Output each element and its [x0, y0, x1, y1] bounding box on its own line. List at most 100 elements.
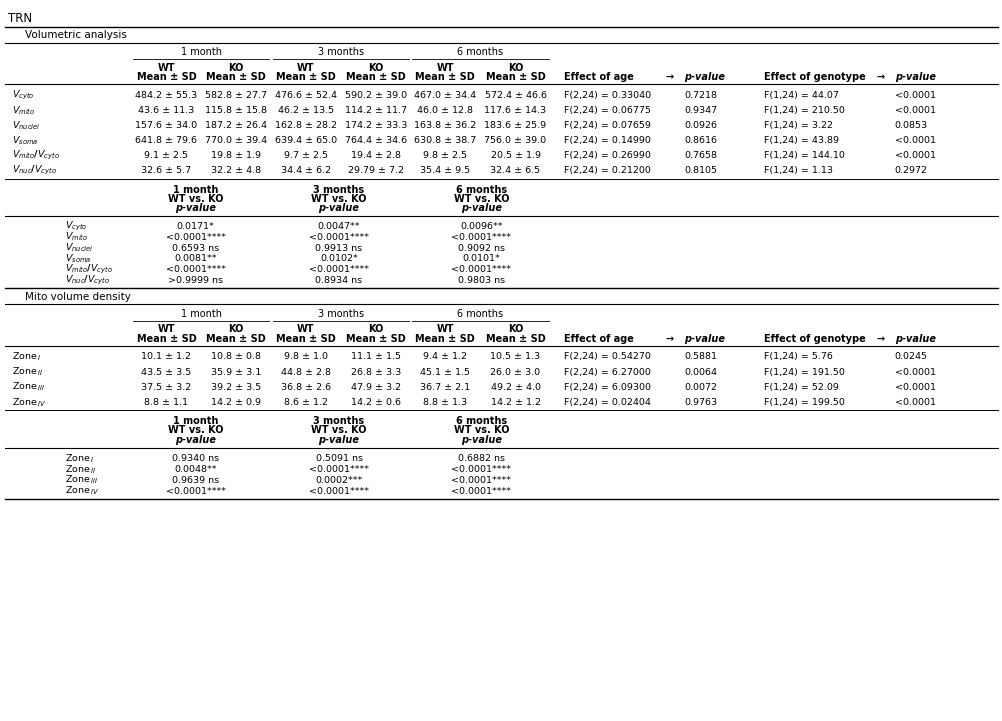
Text: F(1,24) = 43.89: F(1,24) = 43.89 [764, 136, 839, 145]
Text: 34.4 ± 6.2: 34.4 ± 6.2 [281, 167, 331, 175]
Text: Mean ± SD: Mean ± SD [346, 334, 406, 344]
Text: 35.4 ± 9.5: 35.4 ± 9.5 [420, 167, 470, 175]
Text: F(2,24) = 6.09300: F(2,24) = 6.09300 [563, 383, 650, 392]
Text: F(2,24) = 0.02404: F(2,24) = 0.02404 [563, 398, 650, 407]
Text: 44.8 ± 2.8: 44.8 ± 2.8 [281, 368, 331, 376]
Text: KO: KO [368, 63, 384, 73]
Text: $\mathbf{\mathit{V}}_{\mathbf{\mathit{soma}}}$: $\mathbf{\mathit{V}}_{\mathbf{\mathit{so… [65, 252, 91, 265]
Text: Mean ± SD: Mean ± SD [205, 334, 266, 344]
Text: WT: WT [157, 63, 175, 73]
Text: WT: WT [436, 63, 454, 73]
Text: 3 months: 3 months [318, 309, 364, 319]
Text: KO: KO [368, 324, 384, 335]
Text: <0.0001: <0.0001 [894, 383, 935, 392]
Text: <0.0001: <0.0001 [894, 398, 935, 407]
Text: $\mathbf{\mathit{V}}_{\mathbf{\mathit{mito}}}\mathbf{/}\mathbf{\mathit{V}}_{\mat: $\mathbf{\mathit{V}}_{\mathbf{\mathit{mi… [12, 149, 60, 162]
Text: Mean ± SD: Mean ± SD [136, 72, 196, 82]
Text: 0.2972: 0.2972 [894, 167, 927, 175]
Text: 0.7218: 0.7218 [683, 91, 716, 99]
Text: Zone$_{\,II}$: Zone$_{\,II}$ [12, 366, 43, 379]
Text: WT vs. KO: WT vs. KO [453, 425, 509, 435]
Text: F(2,24) = 0.33040: F(2,24) = 0.33040 [563, 91, 650, 99]
Text: 476.6 ± 52.4: 476.6 ± 52.4 [275, 91, 337, 99]
Text: <0.0001****: <0.0001**** [451, 233, 511, 242]
Text: $\mathbf{\mathit{V}}_{\mathbf{\mathit{cyto}}}$: $\mathbf{\mathit{V}}_{\mathbf{\mathit{cy… [65, 220, 87, 233]
Text: 45.1 ± 1.5: 45.1 ± 1.5 [420, 368, 470, 376]
Text: 0.0072: 0.0072 [683, 383, 716, 392]
Text: 14.2 ± 0.6: 14.2 ± 0.6 [351, 398, 401, 407]
Text: 163.8 ± 36.2: 163.8 ± 36.2 [414, 121, 476, 130]
Text: 0.8934 ns: 0.8934 ns [316, 276, 362, 285]
Text: 0.0101*: 0.0101* [462, 255, 500, 263]
Text: F(2,24) = 0.54270: F(2,24) = 0.54270 [563, 353, 650, 361]
Text: Mean ± SD: Mean ± SD [415, 334, 475, 344]
Text: WT: WT [436, 324, 454, 335]
Text: F(1,24) = 1.13: F(1,24) = 1.13 [764, 167, 833, 175]
Text: KO: KO [227, 324, 243, 335]
Text: $\mathbf{\mathit{V}}_{\mathbf{\mathit{cyto}}}$: $\mathbf{\mathit{V}}_{\mathbf{\mathit{cy… [12, 89, 34, 102]
Text: 1 month: 1 month [180, 47, 221, 57]
Text: 9.4 ± 1.2: 9.4 ± 1.2 [423, 353, 467, 361]
Text: Mean ± SD: Mean ± SD [136, 334, 196, 344]
Text: <0.0001****: <0.0001**** [451, 265, 511, 274]
Text: 0.0853: 0.0853 [894, 121, 927, 130]
Text: 6 months: 6 months [457, 47, 503, 57]
Text: <0.0001: <0.0001 [894, 106, 935, 115]
Text: WT vs. KO: WT vs. KO [167, 425, 223, 435]
Text: Zone$_{\,III}$: Zone$_{\,III}$ [65, 474, 98, 487]
Text: <0.0001: <0.0001 [894, 136, 935, 145]
Text: 37.5 ± 3.2: 37.5 ± 3.2 [141, 383, 191, 392]
Text: <0.0001: <0.0001 [894, 151, 935, 160]
Text: 6 months: 6 months [456, 416, 506, 426]
Text: 9.1 ± 2.5: 9.1 ± 2.5 [144, 151, 188, 160]
Text: <0.0001****: <0.0001**** [165, 487, 225, 495]
Text: 0.8105: 0.8105 [683, 167, 716, 175]
Text: Mean ± SD: Mean ± SD [205, 72, 266, 82]
Text: 0.0047**: 0.0047** [318, 222, 360, 231]
Text: $\mathbf{\mathit{V}}_{\mathbf{\mathit{nuclei}}}$: $\mathbf{\mathit{V}}_{\mathbf{\mathit{nu… [12, 119, 40, 132]
Text: →: → [665, 72, 673, 82]
Text: 0.9340 ns: 0.9340 ns [172, 454, 218, 463]
Text: 19.4 ± 2.8: 19.4 ± 2.8 [351, 151, 401, 160]
Text: 1 month: 1 month [172, 416, 218, 426]
Text: F(2,24) = 0.07659: F(2,24) = 0.07659 [563, 121, 650, 130]
Text: Volumetric analysis: Volumetric analysis [25, 30, 127, 40]
Text: WT: WT [297, 324, 315, 335]
Text: 47.9 ± 3.2: 47.9 ± 3.2 [351, 383, 401, 392]
Text: 3 months: 3 months [314, 416, 364, 426]
Text: 19.8 ± 1.9: 19.8 ± 1.9 [210, 151, 261, 160]
Text: 641.8 ± 79.6: 641.8 ± 79.6 [135, 136, 197, 145]
Text: WT: WT [297, 63, 315, 73]
Text: p-value: p-value [683, 334, 724, 344]
Text: 157.6 ± 34.0: 157.6 ± 34.0 [135, 121, 197, 130]
Text: p-value: p-value [683, 72, 724, 82]
Text: Mean ± SD: Mean ± SD [276, 72, 336, 82]
Text: 49.2 ± 4.0: 49.2 ± 4.0 [490, 383, 540, 392]
Text: 26.8 ± 3.3: 26.8 ± 3.3 [351, 368, 401, 376]
Text: 0.0064: 0.0064 [683, 368, 716, 376]
Text: $\mathbf{\mathit{V}}_{\mathbf{\mathit{mito}}}\mathbf{/}\mathbf{\mathit{V}}_{\mat: $\mathbf{\mathit{V}}_{\mathbf{\mathit{mi… [65, 263, 113, 276]
Text: $\mathbf{\mathit{V}}_{\mathbf{\mathit{nuc}}}\mathbf{/}\mathbf{\mathit{V}}_{\math: $\mathbf{\mathit{V}}_{\mathbf{\mathit{nu… [12, 164, 57, 177]
Text: $\mathbf{\mathit{V}}_{\mathbf{\mathit{nuclei}}}$: $\mathbf{\mathit{V}}_{\mathbf{\mathit{nu… [65, 242, 93, 255]
Text: 39.2 ± 3.5: 39.2 ± 3.5 [210, 383, 261, 392]
Text: WT vs. KO: WT vs. KO [167, 194, 223, 204]
Text: p-value: p-value [461, 435, 501, 445]
Text: $\mathbf{\mathit{V}}_{\mathbf{\mathit{nuc}}}\mathbf{/}\mathbf{\mathit{V}}_{\math: $\mathbf{\mathit{V}}_{\mathbf{\mathit{nu… [65, 274, 110, 287]
Text: F(1,24) = 210.50: F(1,24) = 210.50 [764, 106, 845, 115]
Text: 0.5091 ns: 0.5091 ns [316, 454, 362, 463]
Text: 10.1 ± 1.2: 10.1 ± 1.2 [141, 353, 191, 361]
Text: Zone$_{\,III}$: Zone$_{\,III}$ [12, 381, 45, 394]
Text: 8.8 ± 1.3: 8.8 ± 1.3 [423, 398, 467, 407]
Text: →: → [665, 334, 673, 344]
Text: 0.0245: 0.0245 [894, 353, 927, 361]
Text: 32.2 ± 4.8: 32.2 ± 4.8 [210, 167, 261, 175]
Text: Zone$_{\,I}$: Zone$_{\,I}$ [65, 452, 94, 465]
Text: 9.8 ± 2.5: 9.8 ± 2.5 [423, 151, 467, 160]
Text: p-value: p-value [461, 203, 501, 213]
Text: 0.8616: 0.8616 [683, 136, 716, 145]
Text: F(1,24) = 3.22: F(1,24) = 3.22 [764, 121, 833, 130]
Text: 14.2 ± 1.2: 14.2 ± 1.2 [490, 398, 540, 407]
Text: WT vs. KO: WT vs. KO [311, 425, 367, 435]
Text: 3 months: 3 months [314, 185, 364, 195]
Text: 770.0 ± 39.4: 770.0 ± 39.4 [204, 136, 267, 145]
